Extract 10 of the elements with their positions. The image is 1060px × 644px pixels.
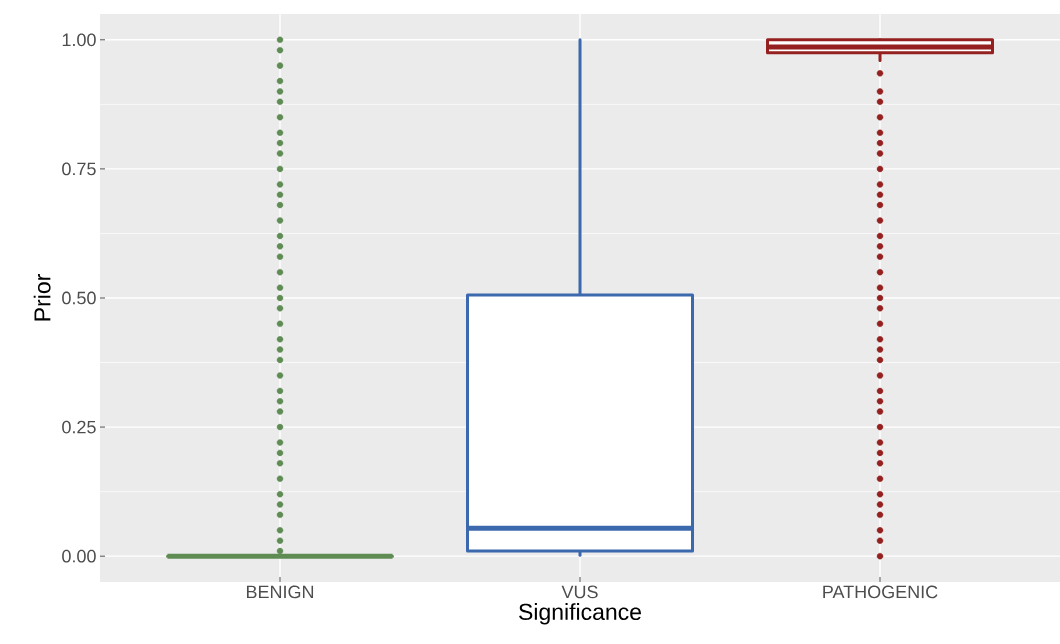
y-tick-label: 1.00 — [62, 33, 96, 47]
y-axis-title: Prior — [33, 274, 51, 321]
y-tick-label: 0.75 — [62, 162, 96, 176]
x-tick-label: BENIGN — [246, 585, 314, 599]
y-tick-label: 0.50 — [62, 291, 96, 305]
y-tick-label: 0.25 — [62, 420, 96, 434]
x-tick-label: VUS — [561, 585, 598, 599]
x-axis-title: Significance — [519, 603, 641, 625]
y-tick-label: 0.00 — [62, 549, 96, 563]
x-tick-label: PATHOGENIC — [823, 585, 938, 599]
